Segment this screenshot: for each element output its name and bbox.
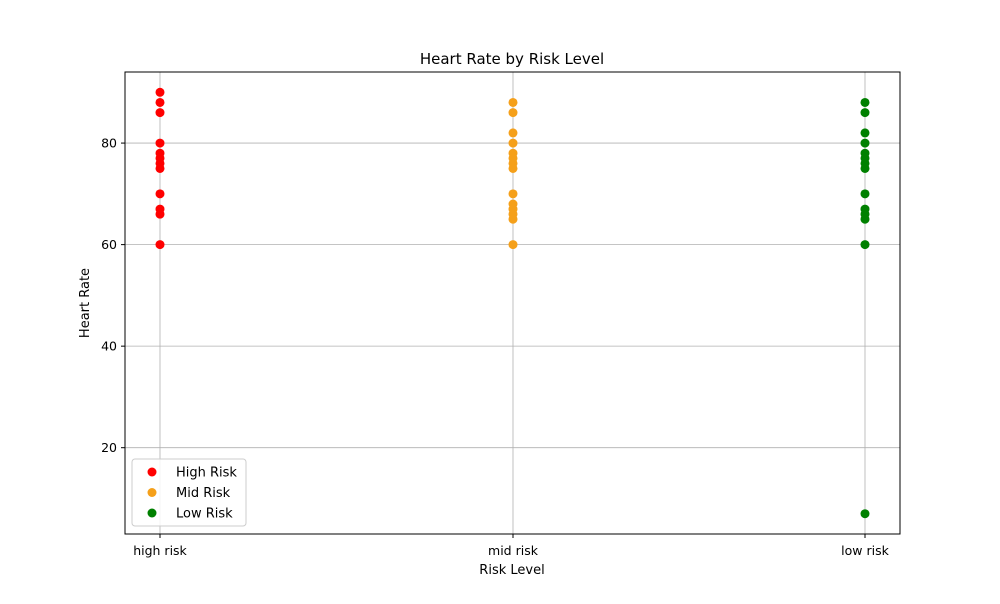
y-tick-label: 20	[101, 440, 117, 455]
x-axis-label: Risk Level	[479, 563, 544, 578]
scatter-point	[155, 97, 165, 107]
scatter-point	[508, 108, 518, 118]
y-tick-label: 60	[101, 237, 117, 252]
scatter-point	[508, 214, 518, 224]
scatter-point	[508, 138, 518, 148]
y-tick-label: 40	[101, 339, 117, 354]
legend-label: Mid Risk	[176, 486, 231, 501]
scatter-point	[155, 87, 165, 97]
scatter-point	[155, 163, 165, 173]
legend-marker	[147, 488, 157, 497]
legend-box	[131, 458, 247, 527]
legend-label: High Risk	[176, 466, 237, 481]
scatter-point	[155, 138, 165, 148]
scatter-point	[155, 240, 165, 250]
x-tick-label: low risk	[841, 543, 889, 558]
scatter-point	[508, 163, 518, 173]
y-axis-label: Heart Rate	[78, 268, 93, 338]
legend-marker	[147, 467, 157, 477]
scatter-point	[860, 163, 870, 173]
x-tick-label: mid risk	[488, 543, 539, 558]
scatter-point	[155, 209, 165, 219]
legend-label: Low Risk	[176, 507, 233, 522]
scatter-point	[860, 108, 870, 118]
scatter-point	[860, 97, 870, 107]
scatter-point	[155, 189, 165, 199]
axis-ticks: high risk mid risk low risk 20 40 60 80	[101, 136, 890, 558]
scatter-point	[508, 240, 518, 250]
data-points	[155, 87, 870, 519]
legend-marker	[147, 508, 157, 518]
x-tick-label: high risk	[133, 543, 187, 558]
scatter-point	[860, 240, 870, 250]
chart-title: Heart Rate by Risk Level	[420, 50, 604, 68]
y-tick-label: 80	[101, 136, 117, 151]
scatter-point	[155, 108, 165, 118]
scatter-point	[860, 214, 870, 224]
scatter-point	[860, 189, 870, 199]
legend: High Risk Mid Risk Low Risk	[131, 458, 247, 527]
scatter-point	[508, 128, 518, 138]
scatter-point	[508, 189, 518, 199]
scatter-point	[860, 509, 870, 519]
scatter-point	[860, 128, 870, 138]
scatter-point	[860, 138, 870, 148]
scatter-point	[508, 97, 518, 107]
